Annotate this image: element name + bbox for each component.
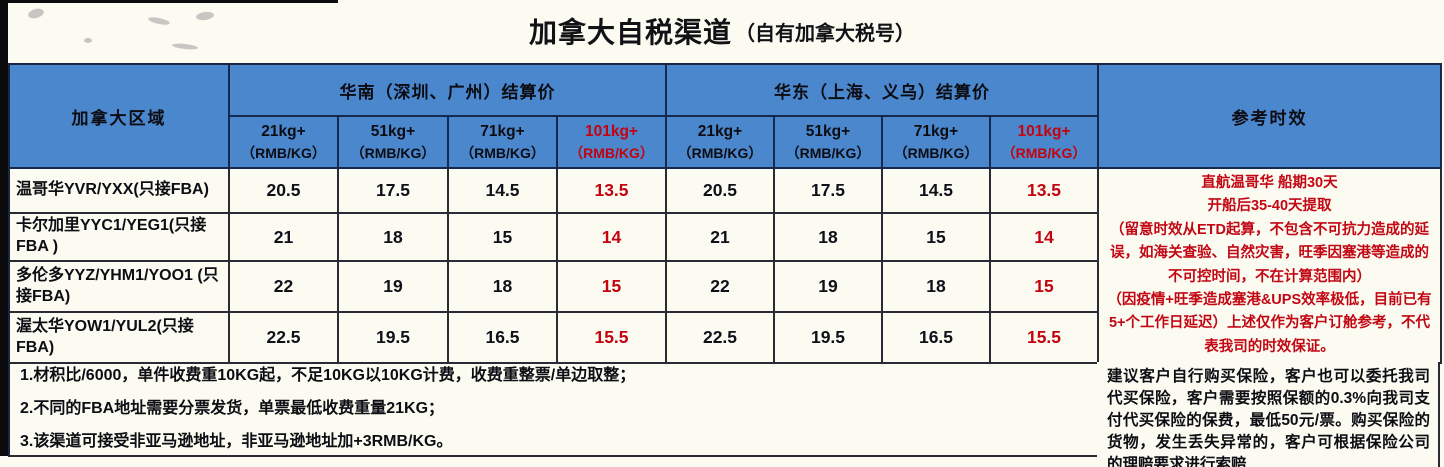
col-header-transit: 参考时效 [1099, 65, 1442, 169]
rate-cell: 19.5 [775, 313, 883, 364]
rate-cell: 21 [667, 214, 775, 262]
bracket-label: 101kg+ [1017, 122, 1071, 140]
rate-cell: 14 [991, 214, 1099, 262]
rate-cell: 13.5 [991, 169, 1099, 214]
rate-cell: 20.5 [230, 169, 339, 214]
rate-cell: 16.5 [883, 313, 991, 364]
rate-cell: 22 [230, 262, 339, 313]
bracket-label: 71kg+ [913, 122, 959, 140]
rate-cell: 20.5 [667, 169, 775, 214]
rate-cell: 18 [775, 214, 883, 262]
rate-cell: 14.5 [883, 169, 991, 214]
bracket-unit: （RMB/KG） [893, 145, 979, 162]
insurance-note: 建议客户自行购买保险，客户也可以委托我司代买保险，客户需要按照保额的0.3%向我… [1107, 368, 1430, 467]
rate-cell: 17.5 [339, 169, 449, 214]
rate-cell: 15.5 [991, 313, 1099, 364]
row-region-calgary: 卡尔加里YYC1/YEG1(只接FBA ) [10, 214, 230, 262]
rate-cell: 19 [775, 262, 883, 313]
rate-table: 加拿大区域 华南（深圳、广州）结算价 华东（上海、义乌）结算价 参考时效 21k… [8, 63, 1442, 457]
row-region-toronto: 多伦多YYZ/YHM1/YOO1 (只接FBA) [10, 262, 230, 313]
rate-cell: 18 [339, 214, 449, 262]
rate-cell: 14 [558, 214, 667, 262]
rate-cell: 14.5 [449, 169, 558, 214]
rate-cell: 21 [230, 214, 339, 262]
rate-cell: 22.5 [230, 313, 339, 364]
rate-cell: 22 [667, 262, 775, 313]
footnote: 2.不同的FBA地址需要分票发货，单票最低收费重量21KG； [20, 400, 445, 418]
scan-edge-top [0, 0, 338, 3]
transit-line: （留意时效从ETD起算，不包含不可抗力造成的延误，如海关查验、自然灾害，旺季因塞… [1110, 221, 1429, 285]
bracket-label: 51kg+ [370, 122, 416, 140]
scan-edge-left [0, 0, 8, 456]
rate-cell: 16.5 [449, 313, 558, 364]
bracket-label: 21kg+ [261, 122, 306, 140]
title-text: 加拿大自税渠道 [528, 17, 732, 48]
rate-cell: 15 [449, 214, 558, 262]
col-header-east-51kg: 51kg+ （RMB/KG） [775, 117, 883, 169]
transit-line: （因疫情+旺季造成塞港&UPS效率极低，目前已有5+个工作日延迟）上述仅作为客户… [1107, 291, 1432, 355]
col-header-south-51kg: 51kg+ （RMB/KG） [339, 117, 449, 169]
bracket-unit: （RMB/KG） [241, 145, 326, 162]
transit-line: 开船后35-40天提取 [1207, 198, 1332, 215]
bracket-label: 71kg+ [480, 122, 525, 140]
rate-cell: 18 [449, 262, 558, 313]
rate-cell: 13.5 [558, 169, 667, 214]
bracket-unit: （RMB/KG） [350, 145, 436, 162]
bracket-unit: （RMB/KG） [1001, 145, 1087, 162]
transit-line: 直航温哥华 船期30天 [1201, 174, 1338, 191]
col-header-east-101kg: 101kg+ （RMB/KG） [991, 117, 1099, 169]
rate-cell: 19.5 [339, 313, 449, 364]
bracket-label: 101kg+ [584, 122, 638, 140]
footnotes-cell: 1.材积比/6000，单件收费重10KG起，不足10KG以10KG计费，收费重整… [10, 364, 1099, 457]
col-group-east-china: 华东（上海、义乌）结算价 [667, 65, 1099, 117]
rate-cell: 15 [991, 262, 1099, 313]
scan-smudge [84, 38, 92, 43]
bracket-unit: （RMB/KG） [460, 145, 545, 162]
rate-cell: 19 [339, 262, 449, 313]
rate-cell: 17.5 [775, 169, 883, 214]
title-subtext: （自有加拿大税号） [735, 22, 915, 45]
rate-cell: 22.5 [667, 313, 775, 364]
col-header-south-21kg: 21kg+ （RMB/KG） [230, 117, 339, 169]
bracket-label: 21kg+ [697, 122, 743, 140]
col-header-region: 加拿大区域 [10, 65, 230, 169]
transit-notes-cell: 直航温哥华 船期30天 开船后35-40天提取 （留意时效从ETD起算，不包含不… [1099, 169, 1442, 364]
rate-cell: 15 [883, 214, 991, 262]
col-header-east-21kg: 21kg+ （RMB/KG） [667, 117, 775, 169]
page-title: 加拿大自税渠道 （自有加拿大税号） [0, 0, 1444, 62]
bracket-unit: （RMB/KG） [677, 145, 763, 162]
footnote: 1.材积比/6000，单件收费重10KG起，不足10KG以10KG计费，收费重整… [20, 367, 636, 385]
insurance-note-cell: 建议客户自行购买保险，客户也可以委托我司代买保险，客户需要按照保额的0.3%向我… [1097, 362, 1440, 467]
rate-cell: 15.5 [558, 313, 667, 364]
row-region-ottawa: 渥太华YOW1/YUL2(只接FBA) [10, 313, 230, 364]
rate-cell: 15 [558, 262, 667, 313]
rate-cell: 18 [883, 262, 991, 313]
col-header-south-101kg: 101kg+ （RMB/KG） [558, 117, 667, 169]
bracket-unit: （RMB/KG） [569, 145, 654, 162]
row-region-vancouver: 温哥华YVR/YXX(只接FBA) [10, 169, 230, 214]
footnote: 3.该渠道可接受非亚马逊地址，非亚马逊地址加+3RMB/KG。 [20, 432, 453, 450]
bracket-unit: （RMB/KG） [785, 145, 871, 162]
col-header-south-71kg: 71kg+ （RMB/KG） [449, 117, 558, 169]
col-group-south-china: 华南（深圳、广州）结算价 [230, 65, 667, 117]
col-header-east-71kg: 71kg+ （RMB/KG） [883, 117, 991, 169]
bracket-label: 51kg+ [805, 122, 851, 140]
